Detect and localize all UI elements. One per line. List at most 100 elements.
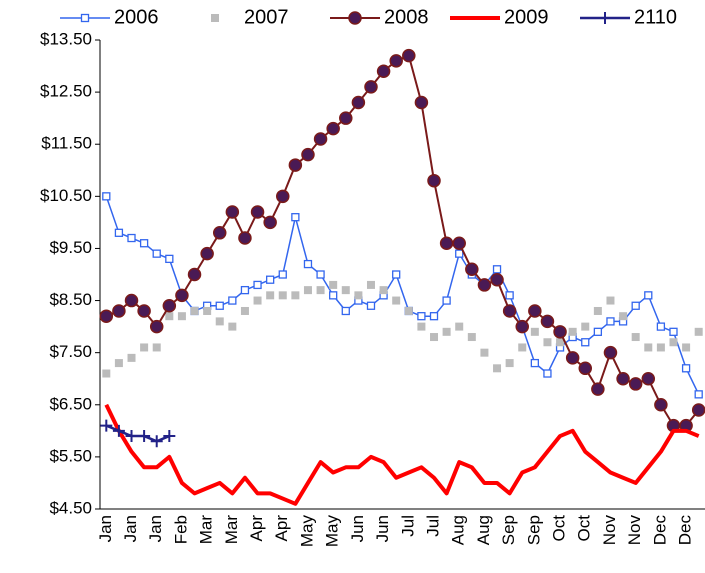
marker-square (127, 233, 136, 243)
x-tick-label: Aug (449, 515, 468, 545)
marker-circle (515, 319, 529, 334)
marker-circle (490, 272, 504, 287)
y-tick-label: $11.50 (41, 134, 92, 153)
y-tick-label: $5.50 (49, 446, 92, 465)
marker-square (606, 296, 615, 305)
marker-square (656, 322, 666, 331)
marker (162, 299, 177, 313)
marker-circle (288, 158, 303, 172)
x-tick-label: Oct (550, 515, 569, 542)
marker (455, 322, 464, 331)
marker (631, 333, 640, 342)
marker-square (80, 13, 90, 23)
marker (125, 430, 138, 443)
marker (682, 343, 691, 352)
marker-square (404, 306, 413, 315)
marker (654, 398, 668, 412)
marker (691, 403, 705, 417)
marker (200, 246, 214, 261)
marker-square (354, 291, 363, 300)
marker (137, 304, 151, 318)
marker-square (240, 285, 250, 295)
marker (351, 95, 366, 110)
y-tick-label: $10.50 (40, 186, 92, 205)
marker (187, 267, 202, 282)
marker (404, 306, 413, 315)
x-tick-label: Jan (146, 515, 165, 542)
x-tick-label: Jun (348, 515, 367, 542)
marker (628, 377, 643, 391)
x-tick-label: Jul (423, 515, 442, 537)
marker-square (152, 249, 161, 258)
marker-plus (599, 12, 611, 24)
marker (694, 390, 703, 399)
marker (619, 312, 628, 321)
marker-square (694, 390, 703, 399)
x-tick-label: Jul (398, 515, 417, 537)
marker-square (203, 306, 212, 315)
marker (530, 358, 539, 368)
legend-label: 2110 (634, 6, 677, 28)
marker-square (165, 254, 174, 264)
marker-square (669, 338, 678, 347)
marker-plus (112, 424, 125, 437)
marker (578, 361, 593, 376)
marker (389, 54, 403, 68)
legend-marker (80, 13, 90, 23)
marker (616, 371, 630, 386)
marker-circle (149, 319, 164, 334)
marker-square (644, 343, 653, 352)
marker (263, 215, 277, 230)
marker-square (278, 291, 287, 300)
marker (163, 430, 176, 443)
marker-plus (125, 430, 138, 443)
marker-square (694, 327, 703, 336)
marker-circle (313, 132, 328, 146)
marker-square (291, 213, 300, 222)
marker-plus (150, 435, 163, 448)
marker (591, 382, 605, 396)
y-tick-label: $12.50 (40, 82, 92, 101)
marker (656, 343, 665, 352)
marker-square (190, 306, 199, 315)
marker (568, 327, 577, 336)
marker-square (492, 265, 502, 274)
marker-circle (641, 371, 656, 386)
marker (326, 121, 340, 136)
marker (366, 301, 376, 310)
marker (644, 291, 653, 300)
series-line (105, 196, 700, 395)
marker-circle (137, 304, 151, 318)
marker-circle (578, 361, 593, 376)
marker-square (543, 338, 552, 347)
marker-square (228, 296, 237, 305)
marker-square (530, 358, 539, 368)
marker-circle (691, 403, 705, 417)
marker-circle (402, 48, 416, 63)
marker-square (329, 291, 338, 300)
marker (427, 173, 441, 188)
marker (149, 319, 164, 334)
marker (364, 80, 378, 94)
marker (100, 419, 113, 432)
marker-square (114, 359, 123, 368)
marker (366, 280, 375, 289)
marker-circle (187, 267, 202, 282)
marker (669, 327, 678, 336)
marker-square (366, 280, 375, 289)
marker (379, 286, 388, 295)
marker (581, 322, 590, 331)
marker-circle (654, 398, 668, 412)
legend-marker (348, 11, 362, 25)
marker (442, 327, 451, 336)
marker (238, 231, 252, 245)
x-tick-label: Dec (676, 515, 695, 546)
marker (681, 364, 691, 373)
x-tick-label: Sep (524, 515, 543, 545)
y-tick-label: $13.50 (40, 29, 92, 48)
marker (329, 280, 338, 289)
series-line (104, 403, 700, 506)
marker-circle (225, 205, 240, 219)
marker-square (329, 280, 338, 289)
marker-square (480, 348, 489, 357)
